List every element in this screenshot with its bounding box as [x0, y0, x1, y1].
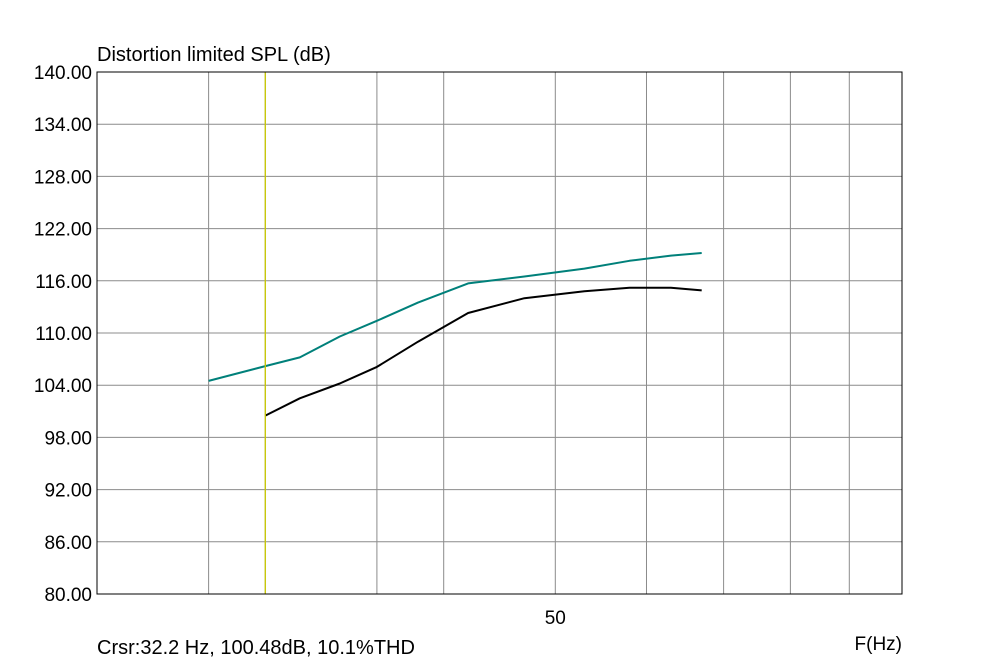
y-tick-label: 92.00: [44, 481, 92, 502]
y-tick-label: 122.00: [34, 220, 92, 241]
x-axis-tick-labels: 50: [545, 608, 566, 629]
y-tick-label: 80.00: [44, 585, 92, 606]
series-1-line: [208, 252, 702, 382]
x-axis-label: F(Hz): [855, 634, 902, 655]
plot-frame: [96, 71, 903, 595]
y-axis-tick-labels: 80.00 86.00 92.00 98.00 104.00 110.00 116.00 12…: [34, 63, 92, 606]
y-tick-label: 128.00: [34, 167, 92, 188]
chart-title: Distortion limited SPL (dB): [97, 44, 331, 66]
series-layer: [208, 252, 702, 417]
y-tick-label: 140.00: [34, 63, 92, 84]
series-2-line: [264, 286, 702, 417]
y-tick-label: 110.00: [35, 324, 92, 345]
y-tick-label: 86.00: [44, 533, 92, 554]
y-tick-label: 98.00: [44, 428, 92, 449]
y-tick-label: 116.00: [35, 272, 92, 293]
y-tick-label: 134.00: [34, 115, 92, 136]
y-tick-label: 104.00: [34, 376, 92, 397]
x-tick-label: 50: [545, 608, 566, 629]
grid: [97, 71, 902, 595]
cursor-readout: Crsr:32.2 Hz, 100.48dB, 10.1%THD: [97, 637, 415, 659]
